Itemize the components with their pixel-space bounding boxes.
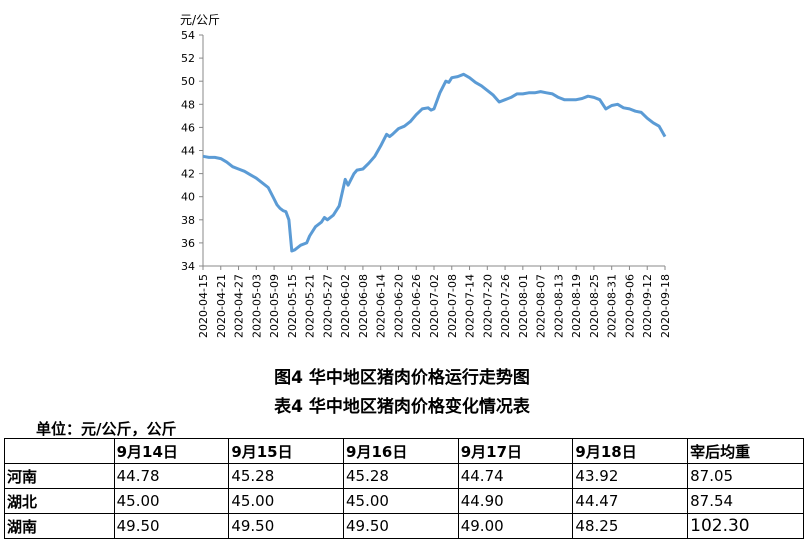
y-tick-label: 36 <box>181 237 195 250</box>
table-cell: 49.50 <box>113 513 230 539</box>
header-cell: 9月18日 <box>572 438 689 464</box>
y-tick-label: 38 <box>181 214 195 227</box>
table-cell: 49.50 <box>343 513 459 539</box>
x-tick-label: 2020-09-12 <box>641 274 654 338</box>
table-cell: 87.54 <box>687 488 804 514</box>
x-tick-label: 2020-05-15 <box>286 274 299 338</box>
x-tick-label: 2020-06-20 <box>392 274 405 338</box>
x-tick-label: 2020-04-27 <box>233 274 246 338</box>
region-cell: 湖北 <box>4 488 115 514</box>
x-tick-label: 2020-08-07 <box>535 274 548 338</box>
table-cell: 43.92 <box>572 463 689 489</box>
header-cell: 9月17日 <box>457 438 574 464</box>
table-cell: 49.00 <box>457 513 574 539</box>
chart-axes <box>202 35 665 267</box>
header-cell: 9月15日 <box>228 438 345 464</box>
table-row: 湖北 45.00 45.00 45.00 44.90 44.47 87.54 <box>4 488 804 514</box>
table-row: 湖南 49.50 49.50 49.50 49.00 48.25 102.30 <box>4 513 804 539</box>
x-tick-label: 2020-04-21 <box>215 274 228 338</box>
x-tick-label: 2020-09-06 <box>623 274 636 338</box>
price-table: 9月14日 9月15日 9月16日 9月17日 9月18日 宰后均重 河南 44… <box>4 438 804 539</box>
x-tick-label: 2020-04-15 <box>197 274 210 338</box>
table-cell: 44.78 <box>113 463 230 489</box>
table-cell: 45.00 <box>113 488 230 514</box>
table-cell: 45.28 <box>228 463 345 489</box>
x-tick-label: 2020-08-19 <box>570 274 583 338</box>
table-cell: 45.00 <box>343 488 459 514</box>
x-tick-label: 2020-07-20 <box>481 274 494 338</box>
x-tick-label: 2020-05-09 <box>268 274 281 338</box>
figure-title: 图4 华中地区猪肉价格运行走势图 <box>274 368 530 388</box>
x-tick-label: 2020-08-31 <box>606 274 619 338</box>
header-cell: 9月14日 <box>113 438 230 464</box>
y-tick-label: 54 <box>181 29 195 42</box>
x-tick-label: 2020-07-02 <box>428 274 441 338</box>
table-cell: 45.00 <box>228 488 345 514</box>
table-cell: 48.25 <box>572 513 689 539</box>
y-tick-label: 46 <box>181 121 195 134</box>
header-cell: 宰后均重 <box>687 438 804 464</box>
y-tick-label: 40 <box>181 191 195 204</box>
x-tick-label: 2020-06-26 <box>410 274 423 338</box>
x-tick-label: 2020-06-02 <box>339 274 352 338</box>
table-cell: 87.05 <box>687 463 804 489</box>
region-cell: 湖南 <box>4 513 115 539</box>
y-tick-label: 44 <box>181 145 195 158</box>
x-tick-label: 2020-08-13 <box>552 274 565 338</box>
header-cell <box>4 438 115 464</box>
y-tick-label: 48 <box>181 98 195 111</box>
table-row: 河南 44.78 45.28 45.28 44.74 43.92 87.05 <box>4 463 804 489</box>
table-title: 表4 华中地区猪肉价格变化情况表 <box>274 397 530 417</box>
x-tick-labels: 2020-04-15 2020-04-21 2020-04-27 2020-05-03… <box>197 266 672 338</box>
y-tick-label: 34 <box>181 260 195 273</box>
table-cell: 44.47 <box>572 488 689 514</box>
unit-label: 单位：元/公斤，公斤 <box>36 420 177 438</box>
table-cell: 44.74 <box>457 463 574 489</box>
x-tick-label: 2020-07-26 <box>499 274 512 338</box>
table-header-row: 9月14日 9月15日 9月16日 9月17日 9月18日 宰后均重 <box>4 438 804 464</box>
x-tick-label: 2020-05-03 <box>250 274 263 338</box>
y-tick-label: 52 <box>181 52 195 65</box>
x-tick-label: 2020-08-01 <box>517 274 530 338</box>
x-tick-label: 2020-06-08 <box>357 274 370 338</box>
y-tick-label: 50 <box>181 75 195 88</box>
x-tick-label: 2020-07-14 <box>464 274 477 338</box>
x-tick-label: 2020-08-25 <box>588 274 601 338</box>
x-tick-label: 2020-05-21 <box>304 274 317 338</box>
x-tick-label: 2020-07-08 <box>446 274 459 338</box>
y-tick-label: 42 <box>181 168 195 181</box>
x-tick-label: 2020-09-18 <box>659 274 672 338</box>
x-tick-label: 2020-05-27 <box>321 274 334 338</box>
table-cell: 102.30 <box>687 513 804 539</box>
y-tick-labels: 34 36 38 40 42 44 46 48 50 52 54 <box>181 29 203 273</box>
y-axis-label: 元/公斤 <box>180 13 220 27</box>
x-tick-label: 2020-06-14 <box>375 274 388 338</box>
table-cell: 45.28 <box>343 463 459 489</box>
table-cell: 44.90 <box>457 488 574 514</box>
price-series-line <box>202 72 667 253</box>
region-cell: 河南 <box>4 463 115 489</box>
header-cell: 9月16日 <box>343 438 459 464</box>
table-cell: 49.50 <box>228 513 345 539</box>
